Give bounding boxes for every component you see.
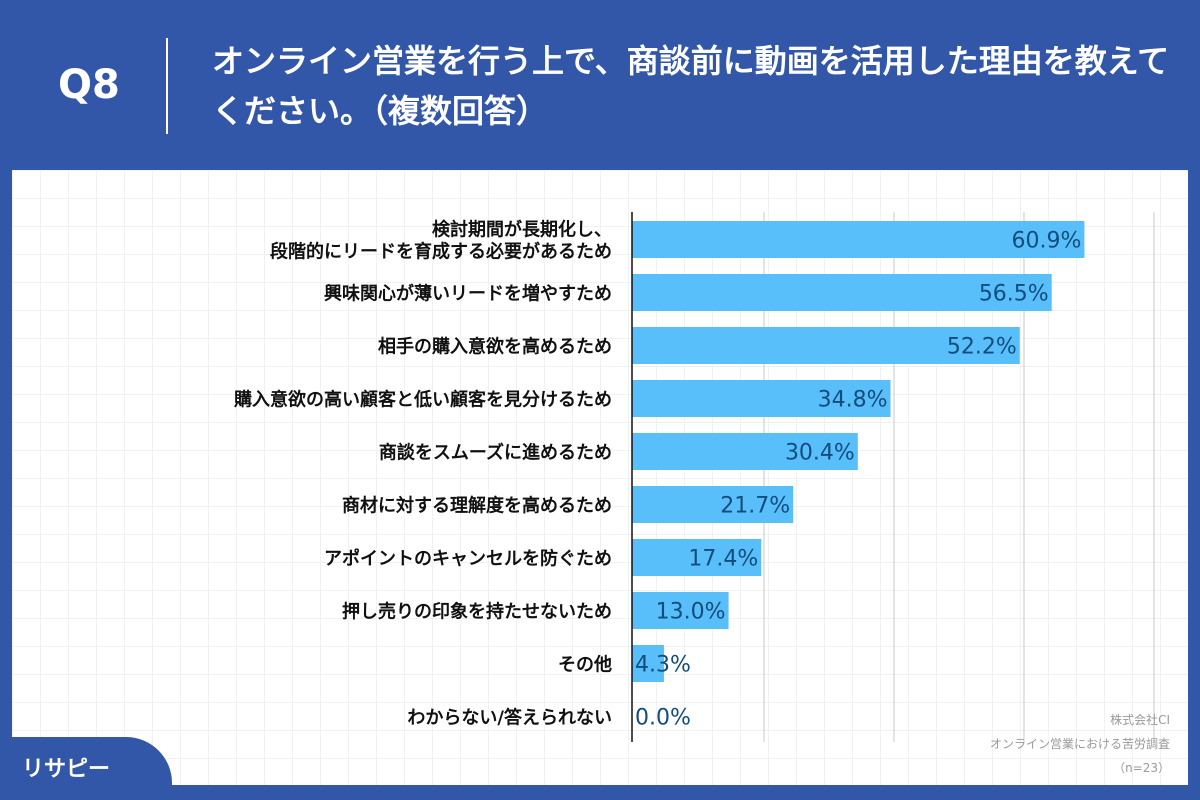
category-label: 購入意欲の高い顧客と低い顧客を見分けるため xyxy=(233,389,612,411)
category-label: アポイントのキャンセルを防ぐため xyxy=(324,548,612,570)
category-label: その他 xyxy=(558,654,612,676)
bar xyxy=(632,645,664,682)
category-label: わからない/答えられない xyxy=(407,707,612,729)
chart-panel xyxy=(12,170,1188,785)
data-label: 56.5% xyxy=(979,282,1049,307)
data-label: 17.4% xyxy=(688,547,758,572)
category-label: 検討期間が長期化し、 xyxy=(432,219,612,241)
credit-company: 株式会社CI xyxy=(1110,713,1170,727)
category-label: 相手の購入意欲を高めるため xyxy=(378,336,612,358)
credit-n: （n=23） xyxy=(1113,761,1170,775)
data-label: 13.0% xyxy=(656,600,726,625)
data-label: 52.2% xyxy=(947,335,1017,360)
data-label: 30.4% xyxy=(785,441,855,466)
logo-text: リサピー xyxy=(22,757,111,782)
data-label: 21.7% xyxy=(720,494,790,519)
divider xyxy=(166,38,168,134)
bar xyxy=(632,539,762,576)
data-label: 0.0% xyxy=(635,706,691,731)
data-label: 60.9% xyxy=(1012,229,1082,254)
category-label: 商談をスムーズに進めるため xyxy=(379,442,612,464)
credit: 株式会社CI オンライン営業における苦労調査 （n=23） xyxy=(990,708,1170,780)
bar xyxy=(632,380,891,417)
logo: リサピー xyxy=(0,737,172,800)
data-label: 34.8% xyxy=(818,388,888,413)
question-number: Q8 xyxy=(58,62,120,108)
category-label: 興味関心が薄いリードを増やすため xyxy=(324,283,612,305)
page-title: オンライン営業を行う上で、商談前に動画を活用した理由を教えてください。（複数回答… xyxy=(212,42,1170,130)
bar xyxy=(632,327,1020,364)
credit-survey: オンライン営業における苦労調査 xyxy=(989,737,1170,751)
category-label: 押し売りの印象を持たせないため xyxy=(342,601,612,623)
data-label: 4.3% xyxy=(635,653,691,678)
bar xyxy=(632,592,729,629)
bar xyxy=(632,433,858,470)
category-label: 段階的にリードを育成する必要があるため xyxy=(270,241,612,263)
category-label: 商材に対する理解度を高めるため xyxy=(342,495,612,517)
bar xyxy=(632,221,1085,258)
bar xyxy=(632,486,794,523)
bar xyxy=(632,274,1052,311)
